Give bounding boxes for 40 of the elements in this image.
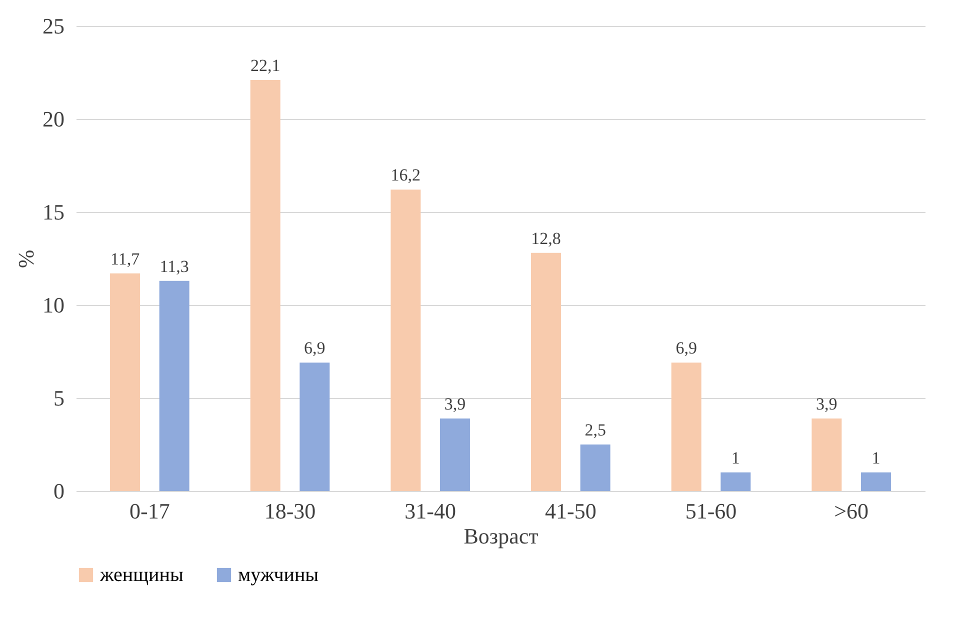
y-tick-label: 15 [42, 200, 64, 224]
data-label: 12,8 [531, 228, 561, 248]
x-tick-label: >60 [834, 498, 869, 524]
data-label: 3,9 [444, 394, 466, 414]
data-label: 16,2 [390, 166, 421, 185]
data-label: 11,3 [160, 256, 189, 276]
x-axis-title: Возраст [464, 524, 539, 548]
legend-label: женщины [99, 564, 184, 586]
data-label: 1 [872, 448, 880, 468]
bar [159, 280, 190, 491]
bar [812, 418, 842, 491]
y-tick-label: 25 [42, 14, 64, 38]
x-tick-label: 31-40 [404, 498, 456, 524]
bar [720, 472, 751, 491]
y-tick-label: 0 [54, 478, 64, 504]
bar [580, 444, 610, 491]
x-tick-label: 18-30 [264, 498, 316, 524]
bar [250, 80, 280, 491]
legend-label: мужчины [238, 564, 319, 586]
x-tick-label: 41-50 [545, 498, 596, 524]
y-tick-label: 20 [42, 106, 64, 132]
bar [531, 252, 562, 491]
data-label: 11,7 [110, 249, 140, 268]
data-label: 1 [731, 448, 740, 468]
y-tick-label: 5 [54, 386, 64, 410]
bar [671, 362, 702, 491]
bar [300, 362, 330, 491]
x-tick-label: 51-60 [685, 498, 737, 524]
data-label: 6,9 [304, 338, 326, 358]
y-tick-label: 10 [42, 292, 64, 318]
x-tick-label: 0-17 [130, 498, 170, 524]
y-axis-title: % [14, 250, 38, 268]
data-label: 2,5 [584, 420, 606, 440]
data-label: 6,9 [676, 338, 697, 358]
data-label: 22,1 [250, 56, 280, 75]
bar [440, 418, 470, 491]
bar [860, 472, 891, 491]
bar [390, 190, 421, 491]
bar [110, 273, 140, 491]
data-label: 3,9 [816, 394, 838, 414]
